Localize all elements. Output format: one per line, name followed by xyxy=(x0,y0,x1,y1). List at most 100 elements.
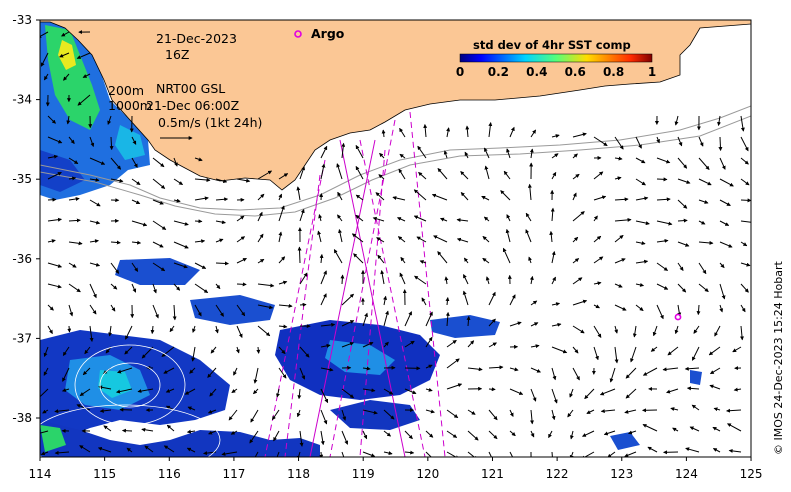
current-arrow xyxy=(194,219,203,224)
current-arrow xyxy=(481,195,490,201)
current-arrow xyxy=(698,283,709,293)
colorbar-gradient xyxy=(459,53,653,63)
current-arrow xyxy=(414,275,427,285)
current-arrow xyxy=(667,346,679,356)
current-arrow xyxy=(603,430,616,436)
current-arrow xyxy=(375,192,385,201)
current-arrow xyxy=(551,276,556,285)
sst-patch-northwest xyxy=(40,20,150,200)
current-arrow xyxy=(567,409,574,418)
current-arrow xyxy=(593,346,599,361)
current-arrow xyxy=(437,251,448,264)
current-arrow xyxy=(614,197,629,202)
current-arrow xyxy=(107,115,112,125)
current-arrow xyxy=(740,136,749,152)
current-arrow xyxy=(740,283,749,293)
current-arrow xyxy=(482,257,490,264)
current-arrow xyxy=(257,233,264,243)
current-arrow xyxy=(319,451,324,457)
current-arrow xyxy=(733,387,742,392)
current-arrow xyxy=(103,425,112,432)
current-arrow xyxy=(614,136,624,150)
current-arrow xyxy=(572,192,577,201)
current-arrow xyxy=(66,115,71,125)
current-arrow xyxy=(362,409,378,415)
current-arrow xyxy=(77,94,91,106)
current-arrow xyxy=(677,218,688,223)
current-arrow xyxy=(530,322,539,327)
current-arrow xyxy=(236,325,243,339)
current-arrow xyxy=(656,177,668,182)
current-arrow xyxy=(635,241,646,246)
current-arrow xyxy=(110,262,120,274)
current-arrow xyxy=(125,325,133,340)
current-arrow xyxy=(353,253,364,264)
current-arrow xyxy=(144,445,154,453)
current-arrow xyxy=(68,241,83,246)
current-arrow xyxy=(698,240,714,245)
current-arrow xyxy=(569,430,574,440)
current-arrow xyxy=(121,428,133,433)
current-arrow xyxy=(165,388,175,393)
current-arrow xyxy=(341,293,354,306)
current-arrow xyxy=(253,367,259,384)
current-arrow xyxy=(236,178,251,183)
argo-float-marker xyxy=(674,313,682,321)
current-arrow xyxy=(40,52,49,67)
current-arrow xyxy=(530,367,542,373)
current-arrow xyxy=(647,446,658,453)
current-arrow xyxy=(82,73,91,78)
y-tick-label: -38 xyxy=(12,411,32,425)
current-arrow xyxy=(463,273,469,285)
current-arrow xyxy=(187,406,196,411)
current-arrow xyxy=(152,241,164,248)
current-arrow xyxy=(372,216,385,222)
current-arrow xyxy=(593,235,602,243)
current-arrow xyxy=(47,239,56,244)
current-arrow xyxy=(230,430,238,435)
current-arrow xyxy=(584,388,595,400)
current-arrow xyxy=(482,235,490,243)
current-arrow xyxy=(635,196,649,201)
current-arrow xyxy=(709,384,721,390)
current-arrow xyxy=(713,407,721,412)
current-arrow xyxy=(674,115,679,126)
colorbar-title: std dev of 4hr SST comp xyxy=(473,38,631,52)
current-arrow xyxy=(110,157,122,170)
current-arrow xyxy=(152,178,166,189)
current-arrow xyxy=(194,304,202,317)
current-arrow xyxy=(236,304,246,317)
current-arrow xyxy=(719,157,726,170)
current-arrow xyxy=(719,262,725,269)
current-arrow xyxy=(320,322,336,327)
current-arrow xyxy=(677,283,687,293)
current-arrow xyxy=(341,320,355,327)
current-arrow xyxy=(484,165,490,180)
current-arrow xyxy=(509,430,516,437)
current-arrow xyxy=(340,274,345,285)
current-arrow xyxy=(465,125,470,138)
current-arrow xyxy=(84,346,91,355)
current-arrow xyxy=(254,451,259,457)
current-arrow xyxy=(572,153,578,159)
current-arrow xyxy=(437,167,448,180)
current-arrow xyxy=(404,450,415,455)
current-arrow xyxy=(446,409,459,419)
current-arrow xyxy=(677,262,684,272)
current-arrow xyxy=(381,129,386,138)
y-tick-label: -36 xyxy=(12,252,32,266)
current-arrow xyxy=(488,430,498,440)
current-arrow xyxy=(76,52,91,59)
current-arrow xyxy=(400,256,406,264)
current-arrow xyxy=(215,238,224,243)
current-arrow xyxy=(572,236,579,243)
current-arrow xyxy=(40,31,49,38)
current-arrow xyxy=(599,388,616,396)
x-tick-label: 122 xyxy=(546,467,569,481)
current-arrow xyxy=(445,311,450,327)
colorbar-tick-label: 0.2 xyxy=(488,65,509,79)
current-arrow xyxy=(186,447,196,453)
current-arrow xyxy=(319,253,324,264)
current-arrow xyxy=(54,450,70,455)
current-arrow xyxy=(362,312,368,327)
